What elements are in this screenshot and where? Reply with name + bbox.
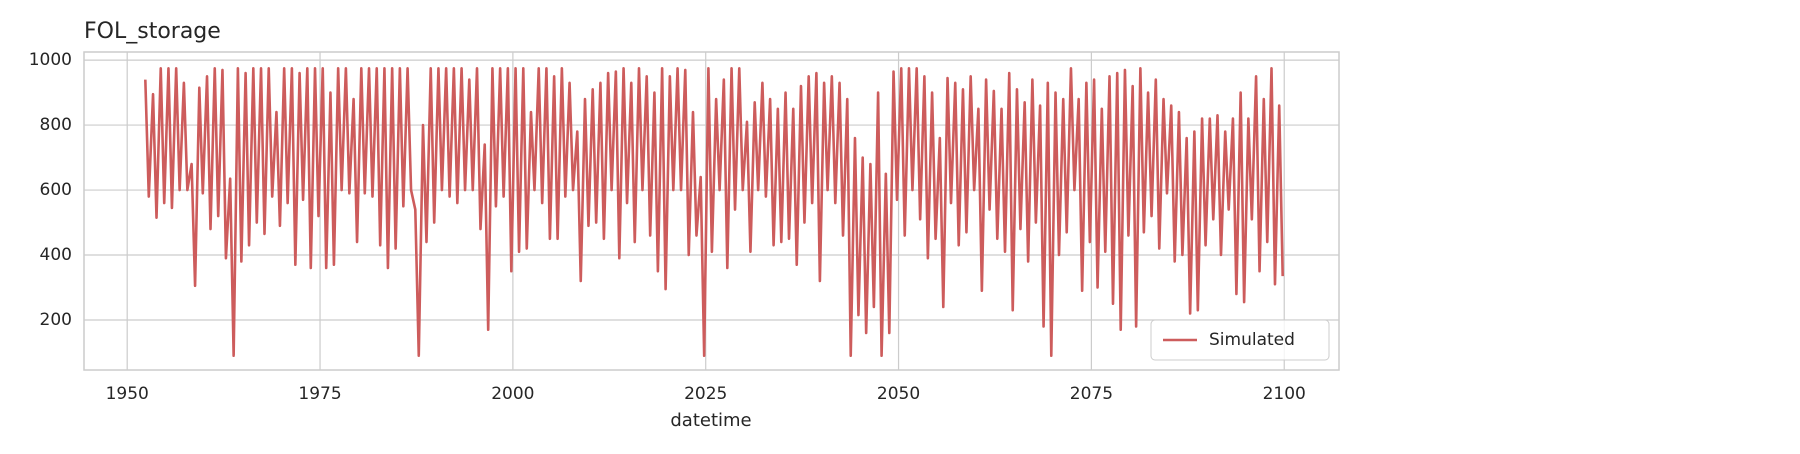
y-tick-label: 800 <box>40 115 72 135</box>
y-tick-label: 1000 <box>29 50 72 70</box>
x-axis-label: datetime <box>670 410 751 431</box>
x-tick-label: 1950 <box>106 384 149 404</box>
x-tick-label: 2025 <box>684 384 727 404</box>
plot-frame <box>83 51 1340 371</box>
y-tick-label: 400 <box>40 245 72 265</box>
x-tick-label: 1975 <box>298 384 341 404</box>
legend-label: Simulated <box>1209 330 1295 350</box>
legend-box <box>1150 319 1330 361</box>
y-tick-label: 600 <box>40 180 72 200</box>
x-tick-label: 2075 <box>1070 384 1113 404</box>
chart-title: FOL_storage <box>84 19 221 44</box>
x-tick-label: 2050 <box>877 384 920 404</box>
x-tick-label: 2000 <box>491 384 534 404</box>
y-tick-label: 200 <box>40 310 72 330</box>
x-tick-label: 2100 <box>1263 384 1306 404</box>
line-series <box>144 66 1284 358</box>
